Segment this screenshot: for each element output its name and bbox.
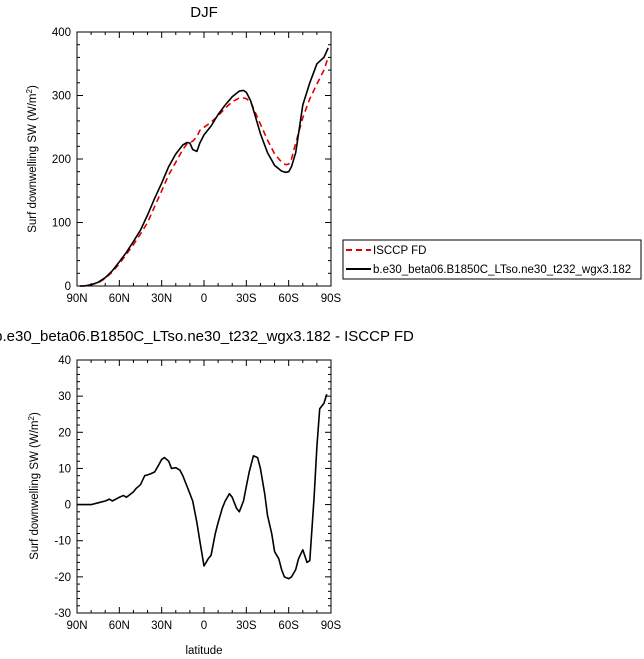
y-tick-label: 200 [52, 154, 71, 166]
y-tick-label: 100 [52, 218, 71, 230]
x-tick-label: 30N [151, 620, 172, 632]
y-tick-label: -10 [54, 536, 71, 548]
x-tick-label: 0 [201, 293, 207, 305]
chart-top-plot-area [76, 31, 332, 287]
series-line-0 [79, 57, 329, 287]
series-line-0 [77, 394, 328, 580]
chart-top-y-axis-label-end: ) [27, 85, 39, 89]
x-tick-label: 90S [321, 620, 342, 632]
series-line-1 [79, 47, 329, 287]
chart-bottom-x-axis: 90N 60N 30N 0 30S 60S 90S [66, 360, 342, 632]
chart-top-y-axis-label: Surf downwelling SW (W/m2) [25, 85, 39, 233]
y-tick-label: 0 [65, 500, 71, 512]
x-tick-label: 60N [109, 620, 130, 632]
y-tick-label: 10 [58, 463, 71, 475]
chart-bottom-y-axis-label-main: Surf downwelling SW (W/m [29, 420, 41, 559]
chart-top-series-group [79, 47, 329, 287]
chart-bottom-x-axis-label: latitude [185, 645, 222, 657]
x-tick-label: 30S [236, 620, 257, 632]
chart-bottom-series-group [77, 394, 328, 580]
y-tick-label: -30 [54, 608, 71, 620]
x-tick-label: 0 [201, 620, 207, 632]
y-tick-label: 0 [65, 281, 71, 293]
x-tick-label: 90S [321, 293, 342, 305]
legend-box [342, 239, 642, 280]
x-tick-label: 90N [66, 293, 87, 305]
chart-top-x-axis: 90N 60N 30N 0 30S 60S 90S [66, 32, 342, 305]
chart-bottom: b.e30_beta06.B1850C_LTso.ne30_t232_wgx3.… [0, 328, 414, 657]
y-tick-label: 30 [58, 391, 71, 403]
y-tick-label: 40 [58, 355, 71, 367]
legend-label-model: b.e30_beta06.B1850C_LTso.ne30_t232_wgx3.… [373, 264, 631, 276]
x-tick-label: 60S [278, 620, 299, 632]
chart-top-y-axis-label-sup: 2 [25, 88, 34, 93]
chart-bottom-y-axis-label: Surf downwelling SW (W/m2) [27, 412, 41, 560]
y-tick-label: 400 [52, 27, 71, 39]
x-tick-label: 90N [66, 620, 87, 632]
x-tick-label: 30N [151, 293, 172, 305]
y-tick-label: -20 [54, 572, 71, 584]
chart-bottom-y-axis: -30 -20 -10 0 10 20 30 40 [54, 355, 331, 620]
plot-frame [76, 31, 332, 287]
y-tick-label: 300 [52, 91, 71, 103]
chart-bottom-y-axis-label-sup: 2 [27, 415, 36, 420]
chart-top-legend: ISCCP FD b.e30_beta06.B1850C_LTso.ne30_t… [342, 239, 642, 280]
chart-top-y-axis-label-main: Surf downwelling SW (W/m [27, 93, 39, 232]
x-tick-label: 60N [109, 293, 130, 305]
chart-bottom-y-axis-label-end: ) [29, 412, 41, 416]
chart-bottom-title: b.e30_beta06.B1850C_LTso.ne30_t232_wgx3.… [0, 328, 414, 345]
x-tick-label: 60S [278, 293, 299, 305]
x-tick-label: 30S [236, 293, 257, 305]
y-tick-label: 20 [58, 427, 71, 439]
chart-top-y-axis: 0 100 200 300 400 [52, 27, 331, 293]
legend-label-isccp: ISCCP FD [373, 245, 426, 257]
chart-top-title: DJF [190, 4, 218, 21]
chart-top: DJF 0 100 200 300 400 90N 60N 30N 0 30S 60S 90S Su… [25, 4, 642, 305]
